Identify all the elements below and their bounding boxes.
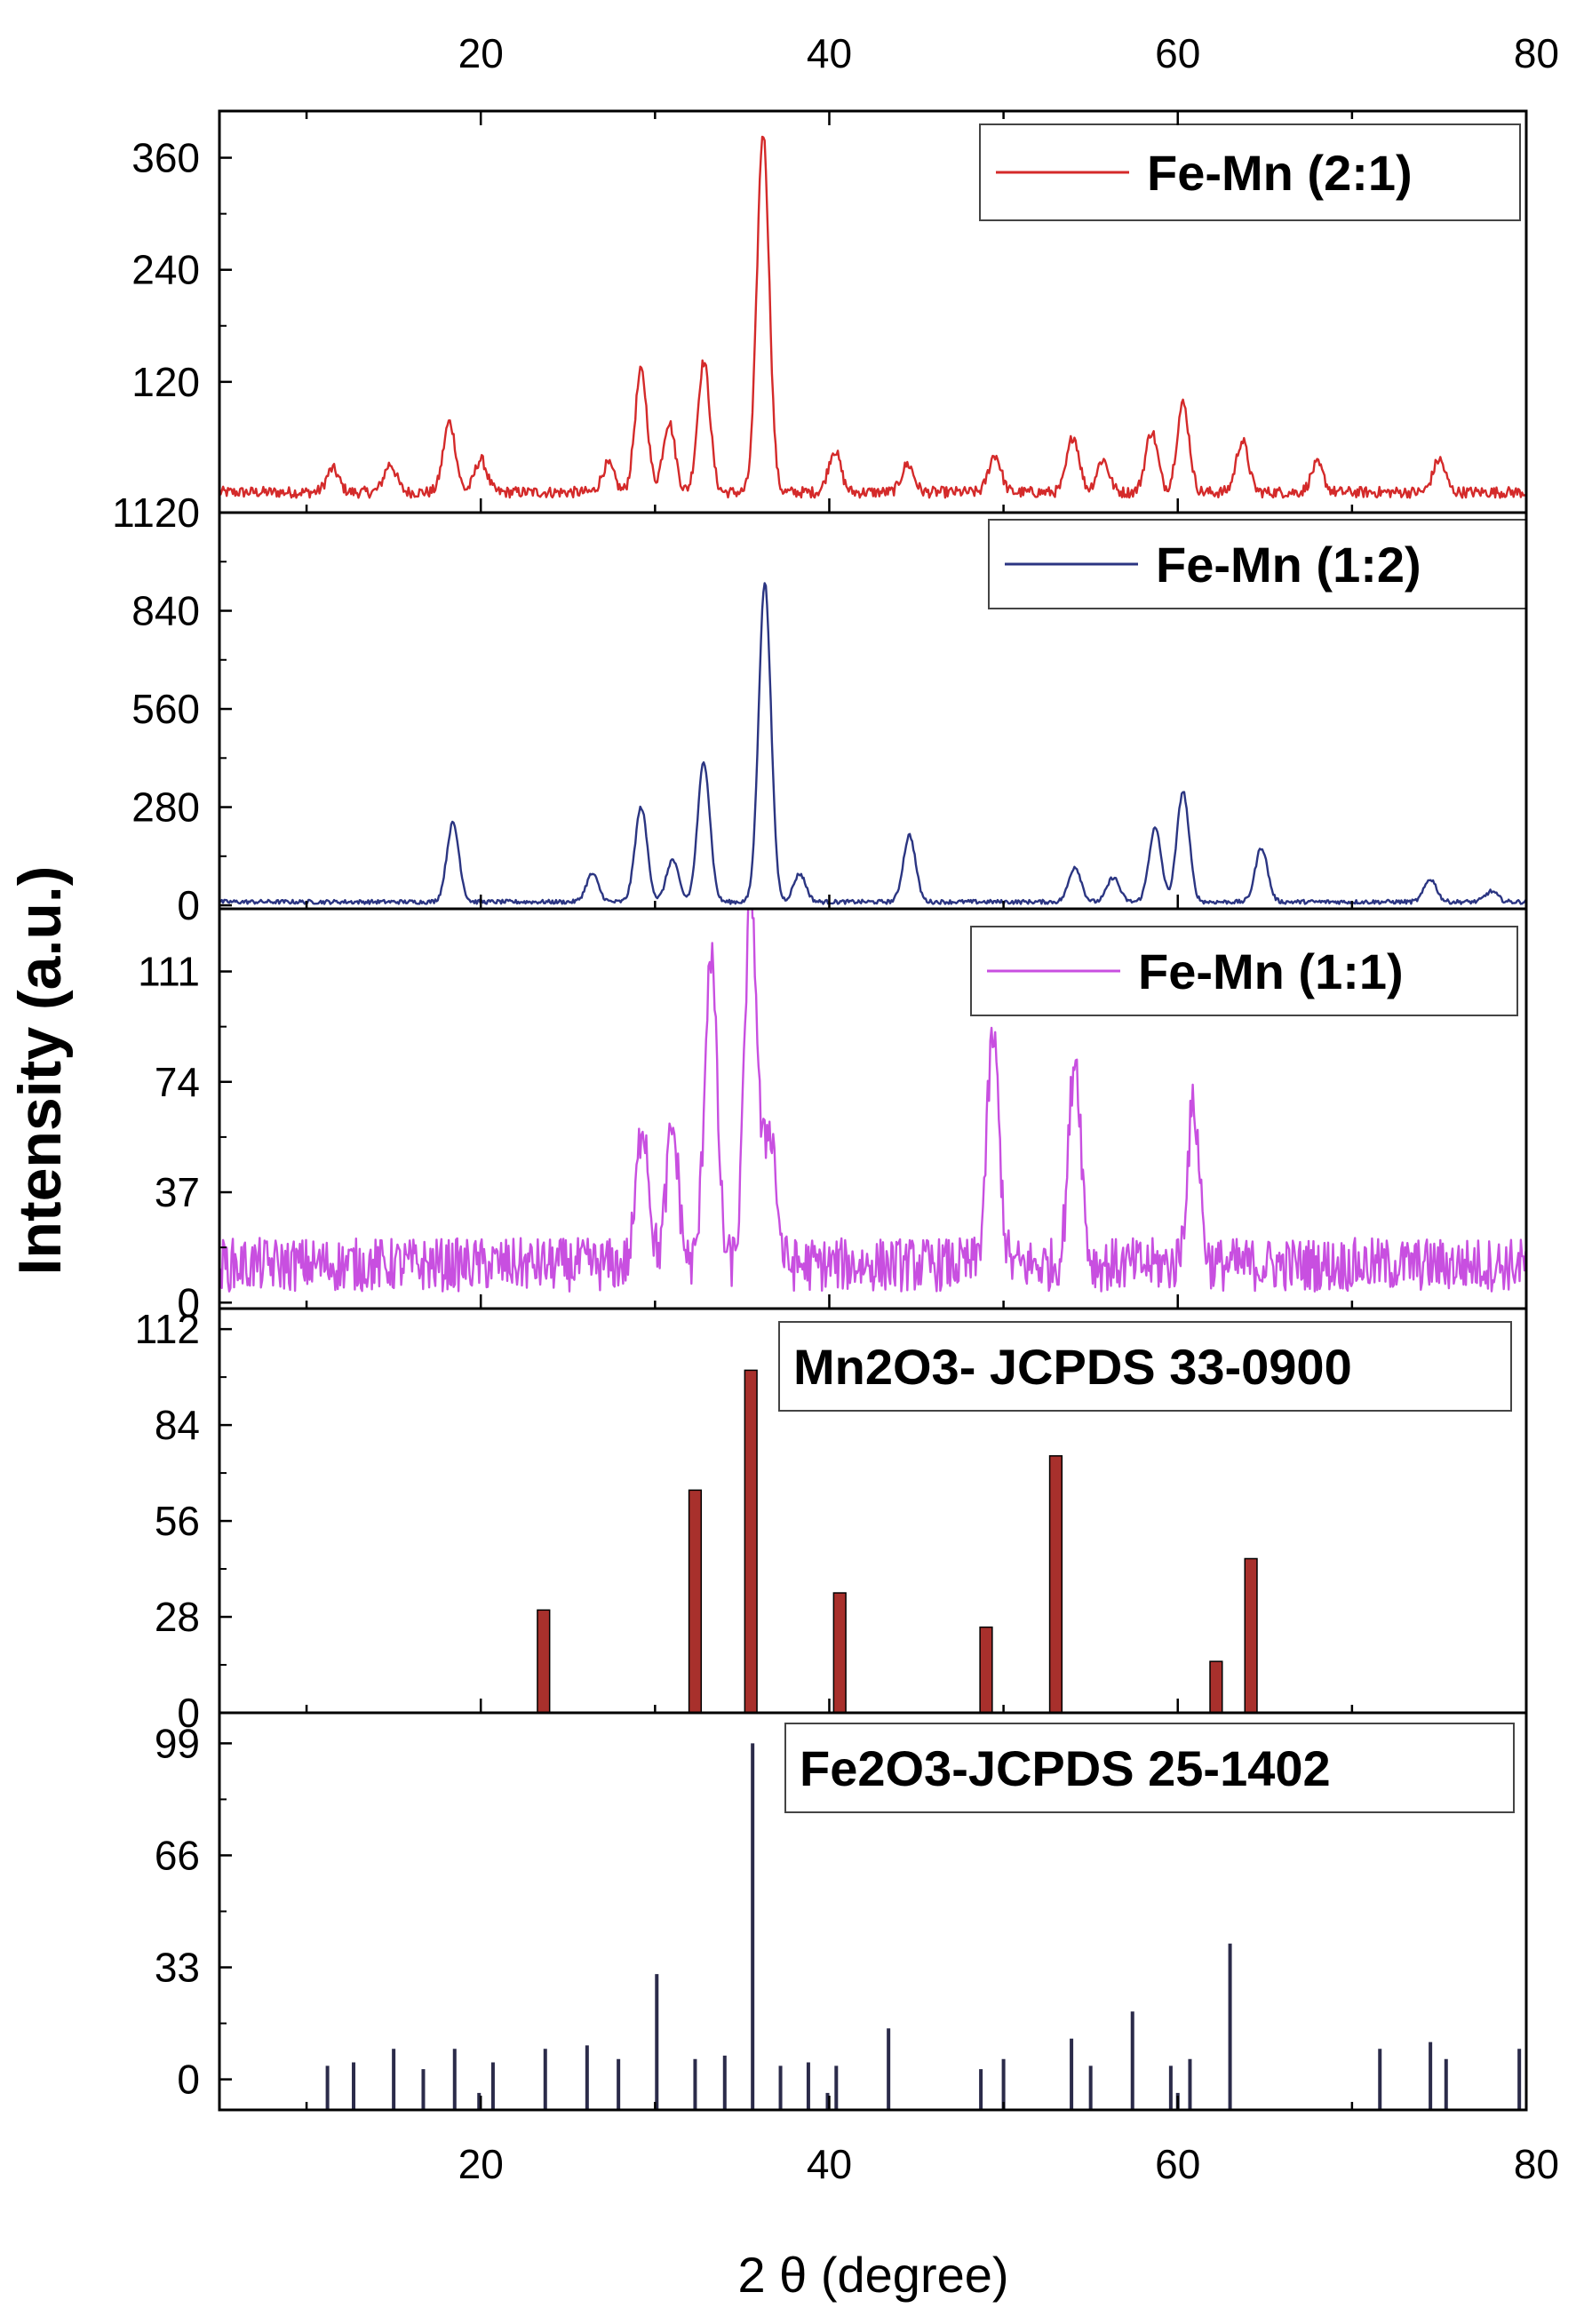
reference-bar [688,1489,703,1713]
y-tick-label: 120 [131,359,200,405]
panel-mn2o3-jcpds: 0 28 56 84 112 Mn2O3- JCPDS 33-0900 [135,1306,1528,1736]
x-axis-top: 20 40 60 80 [305,30,1559,125]
y-tick-label: 33 [155,1945,200,1991]
y-tick-label: 0 [177,1279,200,1325]
series-line-fe-mn-1-1 [219,909,1526,1293]
y-tick-label: 0 [177,2057,200,2103]
legend-label: Fe-Mn (2:1) [1147,145,1413,201]
plot-frame [218,109,1528,2112]
panel-data [537,1369,1258,1713]
legend-fe-mn-1-2: Fe-Mn (1:2) [988,519,1527,609]
y-tick-label: 37 [155,1169,200,1215]
x-tick-label: 80 [1514,2141,1559,2187]
x-tick-label: 60 [1155,2141,1200,2187]
x-top-tick-label: 60 [1155,30,1200,76]
y-axis-title: Intensity (a.u.) [6,866,74,1276]
reference-bar [744,1369,758,1713]
reference-bar [979,1626,993,1713]
y-tick-label: 28 [155,1594,200,1640]
reference-bar [1244,1557,1258,1713]
x-axis-bottom: 20 40 60 80 [458,2141,1559,2187]
x-tick-label: 40 [807,2141,852,2187]
legend-box [778,1321,1512,1412]
x-axis-title: 2 θ (degree) [737,2247,1008,2303]
legend-label: Fe-Mn (1:1) [1138,943,1404,999]
legend-label: Fe2O3-JCPDS 25-1402 [800,1740,1331,1796]
legend-box [784,1723,1515,1813]
panel-data [219,909,1526,1293]
y-tick-label: 74 [155,1059,200,1105]
x-top-tick-label: 40 [807,30,852,76]
series-line-fe-mn-1-2 [219,582,1526,905]
panel-fe-mn-1-1: 0 37 74 111 Fe-Mn (1:1) [138,909,1528,1325]
y-tick-label: 240 [131,247,200,293]
x-top-tick-label: 20 [458,30,504,76]
legend-fe2o3-jcpds: Fe2O3-JCPDS 25-1402 [784,1723,1515,1813]
legend-fe-mn-1-1: Fe-Mn (1:1) [970,926,1518,1016]
y-tick-label: 56 [155,1498,200,1544]
panel-data [325,1743,1522,2110]
y-tick-label: 66 [155,1832,200,1878]
y-tick-label: 360 [131,135,200,181]
panel-fe-mn-1-2: 0 280 560 840 1120 Fe-Mn (1:2) [112,489,1528,928]
y-tick-label: 112 [135,1306,200,1352]
panel-data [219,135,1526,499]
y-tick-label: 111 [138,949,200,995]
y-tick-label: 0 [177,1690,200,1736]
reference-bar [1209,1660,1223,1713]
x-tick-label: 20 [458,2141,504,2187]
frame-border [218,109,1528,2112]
reference-bar [537,1609,551,1713]
x-top-tick-label: 80 [1514,30,1559,76]
legend-mn2o3-jcpds: Mn2O3- JCPDS 33-0900 [778,1321,1512,1412]
y-tick-label: 1120 [112,489,200,536]
y-tick-label: 0 [177,882,200,928]
y-tick-label: 840 [131,588,200,634]
series-line-fe-mn-2-1 [219,135,1526,499]
y-tick-label: 280 [131,784,200,831]
panel-data [219,582,1526,905]
y-tick-label: 84 [155,1402,200,1448]
y-tick-label: 99 [155,1720,200,1766]
legend-fe-mn-2-1: Fe-Mn (2:1) [979,123,1521,221]
reference-bar [832,1592,847,1713]
reference-bar [1048,1455,1063,1713]
y-tick-label: 560 [131,686,200,732]
legend-label: Mn2O3- JCPDS 33-0900 [793,1339,1352,1395]
legend-label: Fe-Mn (1:2) [1156,537,1421,593]
panel-fe-mn-2-1: 120 240 360 Fe-Mn (2:1) [131,123,1528,513]
panel-fe2o3-jcpds: 0 33 66 99 Fe2O3-JCPDS 25-1402 [155,1720,1528,2110]
